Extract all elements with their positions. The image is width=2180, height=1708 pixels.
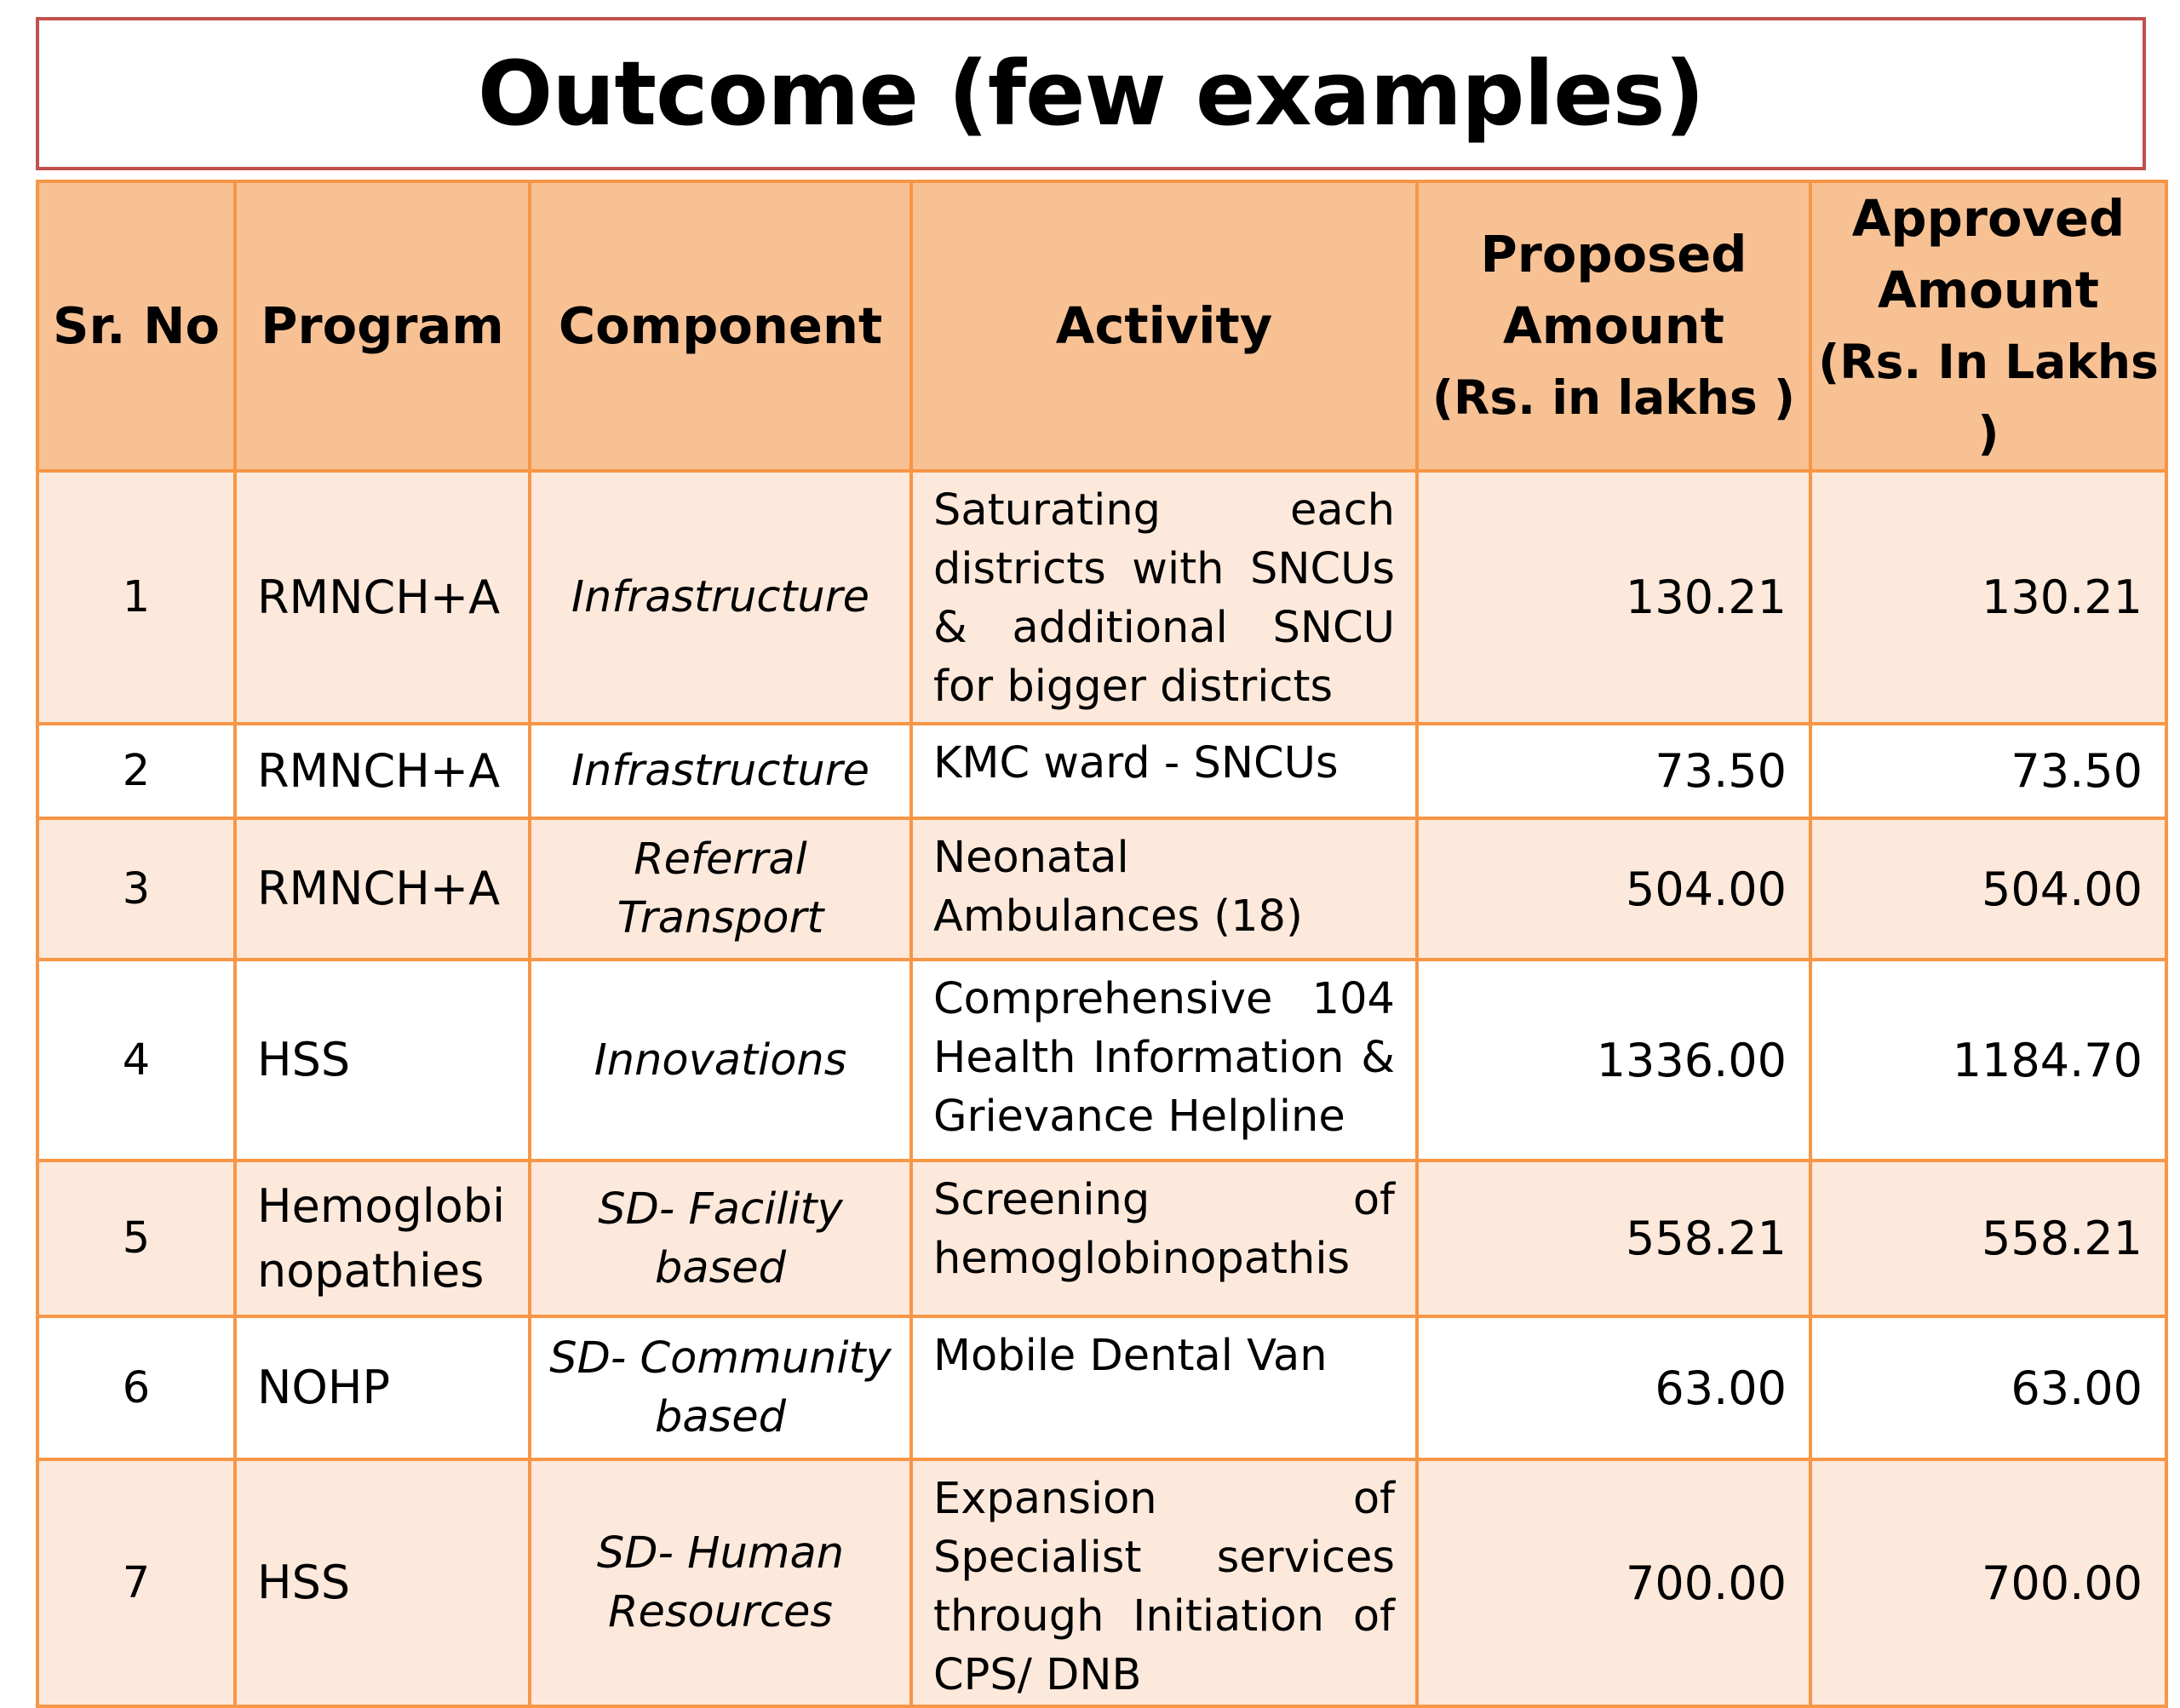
table-row: 6 NOHP SD- Community based Mobile Dental… <box>36 1315 2168 1461</box>
sr-no-cell: 5 <box>36 1159 237 1318</box>
activity-text: Comprehensive 104 Health Information & G… <box>933 974 1395 1142</box>
activity-cell: Saturating each districts with SNCUs & a… <box>909 469 1419 725</box>
header-row: Sr. No Program Component Activity Propos… <box>36 180 2168 473</box>
activity-cell: Expansion of Specialist services through… <box>909 1458 1419 1708</box>
table-row: 2 RMNCH+A Infrastructure KMC ward - SNCU… <box>36 722 2168 820</box>
header-approved-line1: Approved <box>1851 189 2126 248</box>
sr-no-cell: 7 <box>36 1458 237 1708</box>
table-row: 3 RMNCH+A Referral Transport Neonatal Am… <box>36 817 2168 961</box>
activity-text: Neonatal Ambulances (18) <box>933 833 1303 942</box>
header-component: Component <box>528 180 913 473</box>
proposed-amount-cell: 700.00 <box>1415 1458 1812 1708</box>
program-cell: RMNCH+A <box>233 817 531 961</box>
table-row: 4 HSS Innovations Comprehensive 104 Heal… <box>36 958 2168 1162</box>
approved-amount-cell: 700.00 <box>1809 1458 2168 1708</box>
header-sr-no: Sr. No <box>36 180 237 473</box>
component-cell: Referral Transport <box>528 817 913 961</box>
header-approved-line2: Amount <box>1878 261 2099 319</box>
sr-no-cell: 2 <box>36 722 237 820</box>
activity-cell: Comprehensive 104 Health Information & G… <box>909 958 1419 1162</box>
approved-amount-cell: 73.50 <box>1809 722 2168 820</box>
activity-cell: Mobile Dental Van <box>909 1315 1419 1461</box>
activity-text: KMC ward - SNCUs <box>933 738 1339 788</box>
component-cell: Infrastructure <box>528 722 913 820</box>
program-cell: HSS <box>233 1458 531 1708</box>
proposed-amount-cell: 558.21 <box>1415 1159 1812 1318</box>
title-box: Outcome (few examples) <box>36 17 2146 170</box>
approved-amount-cell: 63.00 <box>1809 1315 2168 1461</box>
sr-no-cell: 4 <box>36 958 237 1162</box>
table-row: 1 RMNCH+A Infrastructure Saturating each… <box>36 469 2168 725</box>
sr-no-cell: 1 <box>36 469 237 725</box>
component-cell: Innovations <box>528 958 913 1162</box>
header-proposed-line1: Proposed <box>1480 225 1747 284</box>
proposed-amount-cell: 504.00 <box>1415 817 1812 961</box>
approved-amount-cell: 1184.70 <box>1809 958 2168 1162</box>
header-approved-line3: (Rs. In Lakhs ) <box>1818 335 2159 461</box>
outcome-table: Sr. No Program Component Activity Propos… <box>36 180 2168 1708</box>
activity-text: Expansion of Specialist services through… <box>933 1474 1395 1700</box>
program-cell: RMNCH+A <box>233 469 531 725</box>
program-cell: Hemoglobinopathies <box>233 1159 531 1318</box>
approved-amount-cell: 504.00 <box>1809 817 2168 961</box>
activity-text: Saturating each districts with SNCUs & a… <box>933 485 1395 712</box>
activity-cell: Screening of hemoglobinopathis <box>909 1159 1419 1318</box>
header-approved-amount: Approved Amount (Rs. In Lakhs ) <box>1809 180 2168 473</box>
activity-cell: Neonatal Ambulances (18) <box>909 817 1419 961</box>
page-title: Outcome (few examples) <box>477 42 1705 146</box>
program-cell: NOHP <box>233 1315 531 1461</box>
activity-text: Mobile Dental Van <box>933 1331 1328 1381</box>
sr-no-cell: 6 <box>36 1315 237 1461</box>
proposed-amount-cell: 130.21 <box>1415 469 1812 725</box>
program-cell: RMNCH+A <box>233 722 531 820</box>
component-cell: SD- Human Resources <box>528 1458 913 1708</box>
proposed-amount-cell: 63.00 <box>1415 1315 1812 1461</box>
header-proposed-line3: (Rs. in lakhs ) <box>1431 370 1796 425</box>
table-row: 7 HSS SD- Human Resources Expansion of S… <box>36 1458 2168 1708</box>
approved-amount-cell: 130.21 <box>1809 469 2168 725</box>
program-cell: HSS <box>233 958 531 1162</box>
component-cell: Infrastructure <box>528 469 913 725</box>
proposed-amount-cell: 1336.00 <box>1415 958 1812 1162</box>
sr-no-cell: 3 <box>36 817 237 961</box>
component-cell: SD- Facility based <box>528 1159 913 1318</box>
header-activity: Activity <box>909 180 1419 473</box>
header-proposed-amount: Proposed Amount (Rs. in lakhs ) <box>1415 180 1812 473</box>
header-program: Program <box>233 180 531 473</box>
component-cell: SD- Community based <box>528 1315 913 1461</box>
activity-text: Screening of hemoglobinopathis <box>933 1175 1395 1284</box>
activity-cell: KMC ward - SNCUs <box>909 722 1419 820</box>
header-proposed-line2: Amount <box>1503 296 1724 355</box>
table-row: 5 Hemoglobinopathies SD- Facility based … <box>36 1159 2168 1318</box>
approved-amount-cell: 558.21 <box>1809 1159 2168 1318</box>
proposed-amount-cell: 73.50 <box>1415 722 1812 820</box>
